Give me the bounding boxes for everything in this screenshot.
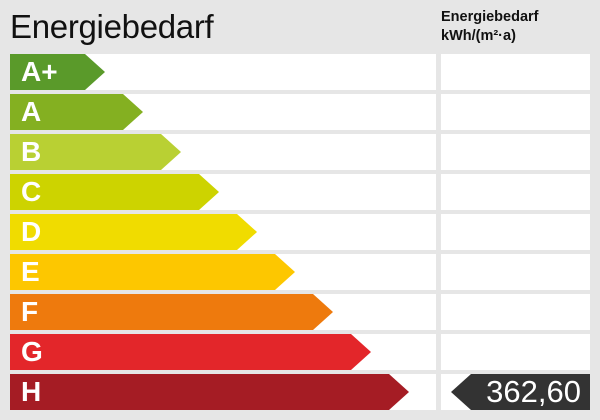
column-header-title: Energiebedarf (441, 9, 539, 25)
energy-class-row: D (10, 214, 590, 250)
class-label: B (21, 136, 42, 167)
value-cell (441, 134, 590, 170)
class-label: C (21, 176, 42, 207)
class-arrow: A (10, 94, 143, 130)
class-label: H (21, 376, 42, 407)
value-cell (441, 174, 590, 210)
class-bar-cell: F (10, 294, 436, 330)
class-label: G (21, 336, 43, 367)
energy-class-row: H 362,60 (10, 374, 590, 410)
column-header: Energiebedarf kWh/(m²·a) (441, 8, 539, 46)
class-arrow: C (10, 174, 219, 210)
class-label: D (21, 216, 42, 247)
page-title: Energiebedarf (10, 8, 214, 45)
column-header-unit: kWh/(m²·a) (441, 28, 516, 44)
class-bar-cell: C (10, 174, 436, 210)
current-value-marker: 362,60 (451, 374, 590, 410)
energy-class-row: B (10, 134, 590, 170)
class-label: A+ (21, 56, 58, 87)
class-arrow: H (10, 374, 409, 410)
value-cell (441, 294, 590, 330)
current-value: 362,60 (486, 374, 581, 409)
class-bar-cell: B (10, 134, 436, 170)
value-cell (441, 214, 590, 250)
class-bar-cell: A+ (10, 54, 436, 90)
energy-class-row: C (10, 174, 590, 210)
value-cell (441, 94, 590, 130)
energy-class-row: G (10, 334, 590, 370)
class-arrow: E (10, 254, 295, 290)
class-bar-cell: G (10, 334, 436, 370)
class-bar-cell: H (10, 374, 436, 410)
value-cell (441, 334, 590, 370)
energy-class-row: F (10, 294, 590, 330)
value-cell (441, 254, 590, 290)
class-label: F (21, 296, 39, 327)
class-arrow: G (10, 334, 371, 370)
energy-class-row: A (10, 94, 590, 130)
class-label: E (21, 256, 40, 287)
class-arrow: B (10, 134, 181, 170)
value-cell (441, 54, 590, 90)
class-arrow: F (10, 294, 333, 330)
class-arrow: A+ (10, 54, 105, 90)
energy-class-row: E (10, 254, 590, 290)
class-label: A (21, 96, 42, 127)
energy-class-row: A+ (10, 54, 590, 90)
class-bar-cell: A (10, 94, 436, 130)
class-bar-cell: E (10, 254, 436, 290)
class-bar-cell: D (10, 214, 436, 250)
class-arrow: D (10, 214, 257, 250)
